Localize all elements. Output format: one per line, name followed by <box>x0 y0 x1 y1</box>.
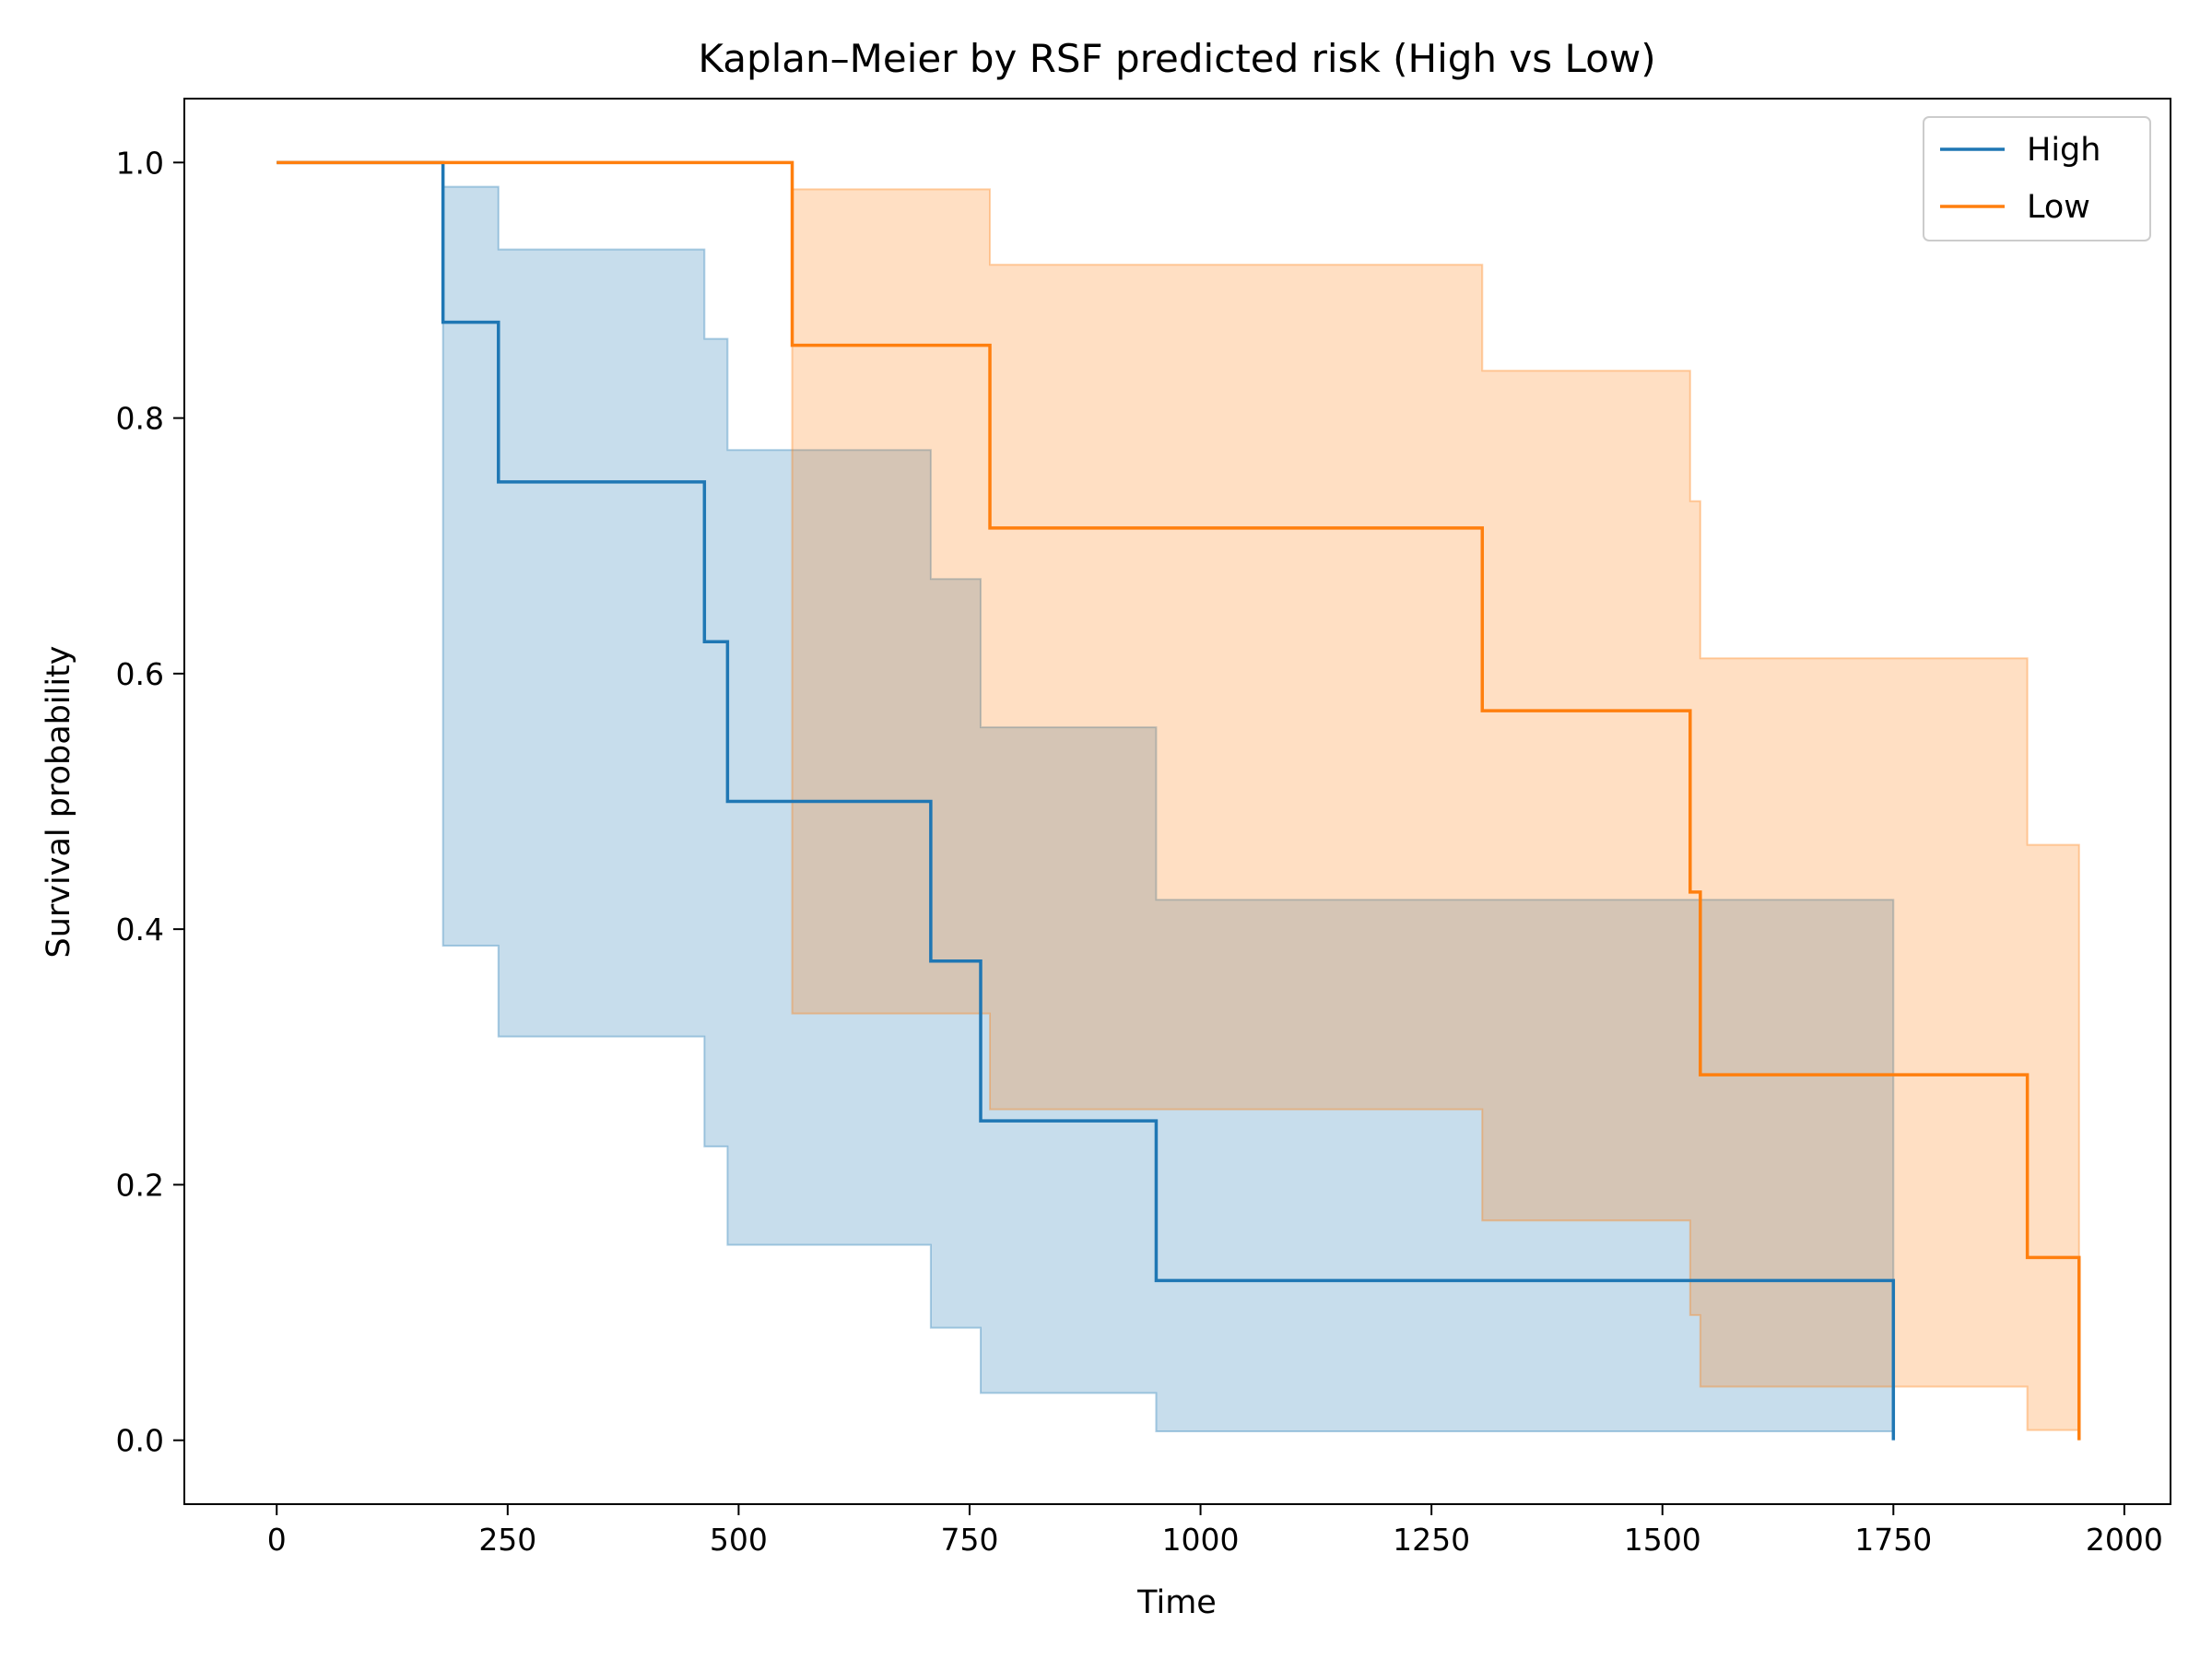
x-axis-ticks: 0 250 500 750 1000 1250 1500 1750 2000 <box>267 1504 2163 1558</box>
y-tick-label: 0.4 <box>116 912 164 947</box>
x-tick-label: 1500 <box>1624 1522 1701 1558</box>
survival-line-high <box>276 160 1896 1441</box>
legend-label-low: Low <box>2027 189 2090 226</box>
ci-band-low <box>276 161 2080 1431</box>
y-tick-label: 0.8 <box>116 401 164 437</box>
confidence-bands <box>276 161 2080 1432</box>
x-axis-label: Time <box>1136 1584 1217 1621</box>
legend: High Low <box>1923 116 2151 241</box>
x-tick-label: 2000 <box>2086 1522 2163 1558</box>
x-tick-label: 0 <box>267 1522 287 1558</box>
chart-title: Kaplan–Meier by RSF predicted risk (High… <box>698 36 1655 81</box>
x-tick-label: 500 <box>710 1522 768 1558</box>
x-tick-label: 250 <box>478 1522 536 1558</box>
y-tick-label: 0.2 <box>116 1167 164 1203</box>
y-tick-label: 0.0 <box>116 1423 164 1459</box>
x-tick-label: 1000 <box>1162 1522 1240 1558</box>
ci-band-high <box>276 161 1895 1432</box>
x-tick-label: 750 <box>940 1522 998 1558</box>
y-axis-label: Survival probability <box>41 646 77 959</box>
survival-line-low <box>276 160 2081 1441</box>
survival-curves <box>276 160 2081 1441</box>
y-axis-ticks: 0.0 0.2 0.4 0.6 0.8 1.0 <box>116 145 184 1459</box>
x-tick-label: 1250 <box>1393 1522 1470 1558</box>
x-tick-label: 1750 <box>1854 1522 1932 1558</box>
y-tick-label: 1.0 <box>116 145 164 181</box>
y-tick-label: 0.6 <box>116 656 164 692</box>
plot-frame <box>183 98 2171 1505</box>
legend-label-high: High <box>2027 132 2100 169</box>
